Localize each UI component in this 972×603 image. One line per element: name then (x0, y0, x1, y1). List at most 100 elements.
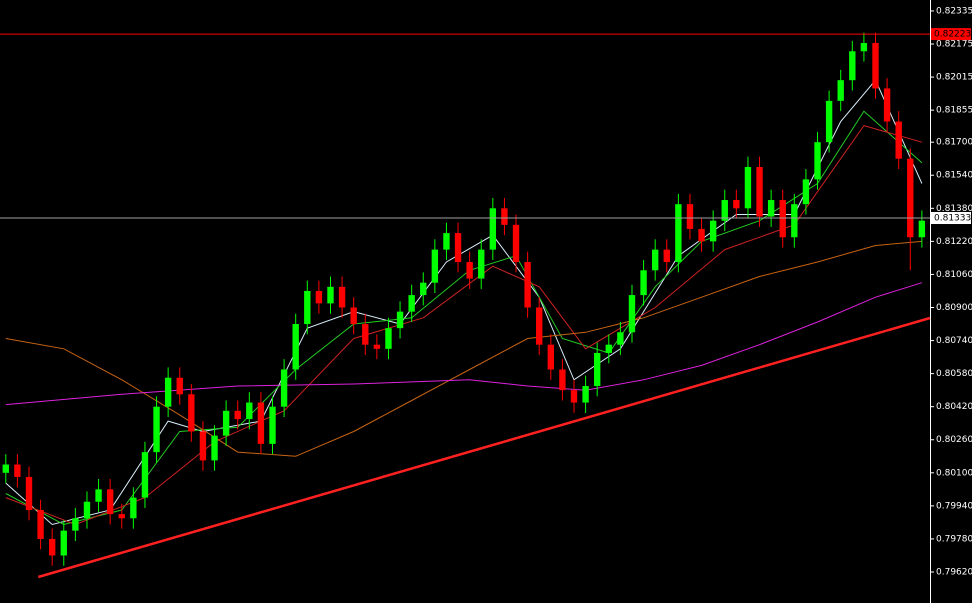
y-tick-label: 0.79780 (936, 534, 972, 544)
candle-body (478, 249, 485, 279)
candle-body (83, 501, 91, 519)
y-tick-label: 0.79940 (936, 501, 972, 511)
candle-body (454, 233, 462, 263)
candle-body (280, 369, 288, 407)
candle-body (779, 200, 786, 238)
candle-body (837, 80, 844, 101)
candle-body (222, 410, 230, 436)
candle-body (385, 328, 392, 349)
price-level-label: 0.82223 (934, 30, 971, 40)
candle-body (246, 402, 253, 420)
candle-body (860, 42, 868, 52)
candle-body (814, 142, 821, 180)
candle-body (744, 166, 752, 209)
y-tick-label: 0.82175 (936, 40, 972, 50)
y-tick-label: 0.82335 (936, 6, 972, 16)
moving-average (5, 125, 923, 526)
candle-body (327, 286, 334, 304)
candle-body (106, 489, 114, 515)
candle-body (257, 402, 265, 444)
candle-body (292, 324, 299, 370)
y-tick-label: 0.81220 (936, 237, 972, 247)
candle-body (675, 204, 682, 263)
trendline (37, 316, 931, 579)
candle-body (559, 369, 566, 391)
candle-body (918, 220, 926, 238)
candle-body (14, 464, 21, 477)
y-tick-label: 0.82015 (936, 73, 972, 83)
candle-body (362, 324, 369, 345)
y-tick-label: 0.81855 (936, 106, 972, 116)
y-tick-label: 0.81060 (936, 270, 972, 280)
candle-body (315, 290, 323, 304)
candle-body (350, 307, 357, 325)
candle-body (304, 290, 311, 325)
candle-body (48, 538, 56, 556)
candle-body (188, 394, 195, 432)
candle-body (640, 270, 647, 296)
candle-body (443, 233, 450, 250)
candle-body (883, 88, 891, 122)
candle-body (466, 262, 473, 279)
candle-body (176, 377, 183, 395)
candle-body (825, 100, 833, 143)
candle-body (211, 435, 218, 461)
candle-body (130, 497, 137, 519)
y-tick-label: 0.80100 (936, 468, 972, 478)
candle-body (617, 332, 624, 345)
candle-body (338, 286, 346, 308)
candle-body (663, 249, 670, 263)
candle-body (582, 386, 589, 403)
candle-body (95, 489, 102, 502)
y-tick-label: 0.81380 (936, 204, 972, 214)
candle-body (651, 249, 659, 271)
candle-body (141, 452, 149, 498)
candle-body (756, 166, 763, 217)
candle-body (570, 390, 578, 403)
candle-body (594, 352, 601, 387)
candle-body (373, 344, 381, 349)
candle-body (536, 307, 543, 345)
candle-body (698, 228, 705, 242)
y-tick-label: 0.80420 (936, 402, 972, 412)
candle-body (60, 530, 67, 556)
candle-body (396, 311, 404, 329)
candle-body (153, 406, 160, 453)
candle-body (907, 158, 914, 238)
y-tick-label: 0.79620 (936, 568, 972, 578)
candle-body (2, 464, 9, 473)
candle-body (547, 344, 554, 370)
y-tick-label: 0.80900 (936, 303, 972, 313)
price-label-box (931, 28, 971, 41)
candle-body (791, 204, 798, 238)
price-level-label: 0.81333 (934, 214, 971, 224)
candle-body (234, 410, 241, 420)
price-label-box (931, 212, 971, 225)
candle-body (872, 42, 879, 89)
candle-body (269, 406, 276, 444)
candle-body (628, 295, 636, 333)
candle-body (721, 200, 728, 221)
candle-body (895, 121, 902, 159)
candle-body (849, 51, 856, 81)
candle-body (709, 220, 717, 242)
candle-body (72, 518, 79, 531)
y-tick-label: 0.80580 (936, 369, 972, 379)
candle-body (802, 179, 810, 205)
candle-body (733, 200, 740, 209)
candle-body (37, 510, 44, 539)
candle-body (524, 262, 531, 308)
y-tick-label: 0.81700 (936, 138, 972, 148)
candle-body (501, 208, 508, 225)
candle-body (118, 514, 125, 519)
candle-body (431, 249, 439, 283)
candle-body (512, 224, 520, 263)
candle-body (25, 476, 33, 511)
candle-body (767, 200, 775, 217)
candle-body (605, 344, 612, 353)
y-tick-label: 0.81540 (936, 171, 972, 181)
candle-body (408, 295, 415, 312)
y-tick-label: 0.80260 (936, 435, 972, 445)
